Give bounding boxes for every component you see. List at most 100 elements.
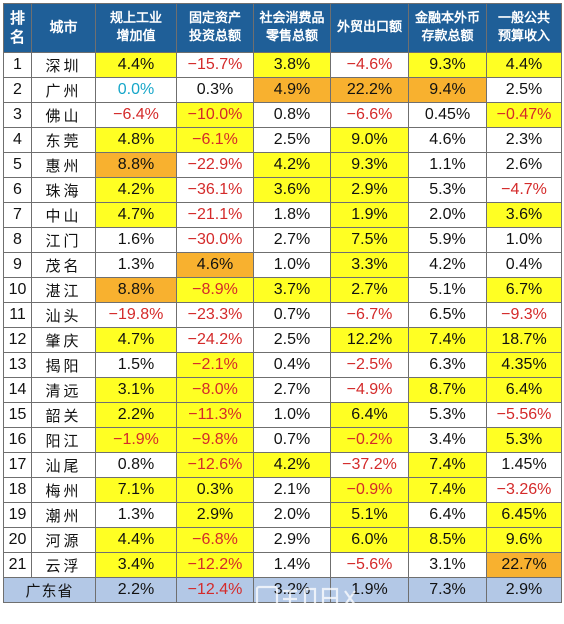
value-cell: 2.5% bbox=[253, 327, 331, 353]
value-cell: 4.6% bbox=[176, 252, 254, 278]
value-cell: 12.2% bbox=[330, 327, 409, 353]
rank-cell: 19 bbox=[3, 502, 32, 528]
value-cell: 1.0% bbox=[253, 402, 331, 428]
table-body: 1 深圳 4.4% −15.7% 3.8% −4.6% 9.3% 4.4% 2 广州 0.0% 0.3… bbox=[3, 52, 562, 603]
total-value-cell: 7.3% bbox=[408, 577, 487, 603]
value-cell: −37.2% bbox=[330, 452, 409, 478]
value-cell: 5.9% bbox=[408, 227, 487, 253]
value-cell: 7.1% bbox=[95, 477, 177, 503]
city-economic-indicators-table: 排名城市 规上工业 增加值 固定资产 投资总额 社会消费品 零售总额 外贸出口额 金融本外币 存款… bbox=[3, 3, 562, 603]
value-cell: 2.9% bbox=[176, 502, 254, 528]
value-cell: −2.1% bbox=[176, 352, 254, 378]
table-row: 7 中山 4.7% −21.1% 1.8% 1.9% 2.0% 3.6% bbox=[3, 202, 562, 228]
value-cell: 6.45% bbox=[486, 502, 562, 528]
value-cell: 3.7% bbox=[253, 277, 331, 303]
total-value-cell: −12.4% bbox=[176, 577, 254, 603]
indicator-column-header: 规上工业 增加值 bbox=[95, 3, 177, 53]
value-cell: 9.4% bbox=[408, 77, 487, 103]
value-cell: 7.4% bbox=[408, 452, 487, 478]
value-cell: −2.5% bbox=[330, 352, 409, 378]
data-table-container: 排名城市 规上工业 增加值 固定资产 投资总额 社会消费品 零售总额 外贸出口额 金融本外币 存款… bbox=[3, 3, 562, 621]
table-header: 排名城市 规上工业 增加值 固定资产 投资总额 社会消费品 零售总额 外贸出口额 金融本外币 存款… bbox=[3, 3, 562, 53]
city-cell: 阳江 bbox=[31, 427, 96, 453]
value-cell: 0.8% bbox=[253, 102, 331, 128]
value-cell: 4.7% bbox=[95, 327, 177, 353]
value-cell: 4.7% bbox=[95, 202, 177, 228]
value-cell: −3.26% bbox=[486, 477, 562, 503]
table-row: 20 河源 4.4% −6.8% 2.9% 6.0% 8.5% 9.6% bbox=[3, 527, 562, 553]
city-cell: 珠海 bbox=[31, 177, 96, 203]
value-cell: 22.2% bbox=[330, 77, 409, 103]
city-column-header: 城市 bbox=[31, 3, 96, 53]
value-cell: 2.7% bbox=[253, 377, 331, 403]
province-name-cell: 广东省 bbox=[3, 577, 96, 603]
value-cell: 1.6% bbox=[95, 227, 177, 253]
header-label-line: 一般公共 bbox=[497, 11, 550, 26]
value-cell: 1.0% bbox=[486, 227, 562, 253]
indicator-column-header: 社会消费品 零售总额 bbox=[253, 3, 331, 53]
city-cell: 清远 bbox=[31, 377, 96, 403]
value-cell: 3.6% bbox=[253, 177, 331, 203]
header-row: 排名城市 规上工业 增加值 固定资产 投资总额 社会消费品 零售总额 外贸出口额 金融本外币 存款… bbox=[3, 3, 562, 53]
value-cell: 2.2% bbox=[95, 402, 177, 428]
value-cell: 2.3% bbox=[486, 127, 562, 153]
value-cell: 0.0% bbox=[95, 77, 177, 103]
value-cell: 4.2% bbox=[253, 452, 331, 478]
header-label-line: 金融本外币 bbox=[414, 11, 480, 26]
value-cell: 22.7% bbox=[486, 552, 562, 578]
city-cell: 广州 bbox=[31, 77, 96, 103]
header-label-line: 零售总额 bbox=[265, 29, 318, 44]
city-cell: 汕尾 bbox=[31, 452, 96, 478]
table-row: 8 江门 1.6% −30.0% 2.7% 7.5% 5.9% 1.0% bbox=[3, 227, 562, 253]
value-cell: 1.45% bbox=[486, 452, 562, 478]
value-cell: 6.7% bbox=[486, 277, 562, 303]
value-cell: 2.7% bbox=[330, 277, 409, 303]
value-cell: −12.2% bbox=[176, 552, 254, 578]
table-row: 19 潮州 1.3% 2.9% 2.0% 5.1% 6.4% 6.45% bbox=[3, 502, 562, 528]
table-row: 4 东莞 4.8% −6.1% 2.5% 9.0% 4.6% 2.3% bbox=[3, 127, 562, 153]
rank-cell: 21 bbox=[3, 552, 32, 578]
value-cell: 7.4% bbox=[408, 477, 487, 503]
value-cell: −11.3% bbox=[176, 402, 254, 428]
city-cell: 云浮 bbox=[31, 552, 96, 578]
city-cell: 湛江 bbox=[31, 277, 96, 303]
header-label-line: 投资总额 bbox=[188, 29, 241, 44]
value-cell: 9.0% bbox=[330, 127, 409, 153]
value-cell: 4.2% bbox=[95, 177, 177, 203]
table-row: 16 阳江 −1.9% −9.8% 0.7% −0.2% 3.4% 5.3% bbox=[3, 427, 562, 453]
value-cell: −8.0% bbox=[176, 377, 254, 403]
total-value-cell: 3.2% bbox=[253, 577, 331, 603]
city-cell: 揭阳 bbox=[31, 352, 96, 378]
header-label-line: 存款总额 bbox=[421, 29, 474, 44]
value-cell: 18.7% bbox=[486, 327, 562, 353]
value-cell: 6.3% bbox=[408, 352, 487, 378]
value-cell: 0.7% bbox=[253, 427, 331, 453]
value-cell: 2.0% bbox=[253, 502, 331, 528]
value-cell: 4.9% bbox=[253, 77, 331, 103]
value-cell: 3.4% bbox=[408, 427, 487, 453]
header-label-line: 规上工业 bbox=[109, 11, 162, 26]
rank-cell: 5 bbox=[3, 152, 32, 178]
table-row: 2 广州 0.0% 0.3% 4.9% 22.2% 9.4% 2.5% bbox=[3, 77, 562, 103]
value-cell: −15.7% bbox=[176, 52, 254, 78]
value-cell: −6.6% bbox=[330, 102, 409, 128]
value-cell: 2.9% bbox=[330, 177, 409, 203]
value-cell: −19.8% bbox=[95, 302, 177, 328]
value-cell: −6.1% bbox=[176, 127, 254, 153]
header-label-line: 社会消费品 bbox=[259, 11, 325, 26]
table-row: 17 汕尾 0.8% −12.6% 4.2% −37.2% 7.4% 1.45% bbox=[3, 452, 562, 478]
city-cell: 韶关 bbox=[31, 402, 96, 428]
indicator-column-header: 金融本外币 存款总额 bbox=[408, 3, 487, 53]
indicator-column-header: 一般公共 预算收入 bbox=[486, 3, 562, 53]
value-cell: 0.45% bbox=[408, 102, 487, 128]
value-cell: 3.1% bbox=[95, 377, 177, 403]
value-cell: −6.7% bbox=[330, 302, 409, 328]
rank-cell: 12 bbox=[3, 327, 32, 353]
value-cell: 0.7% bbox=[253, 302, 331, 328]
value-cell: 9.3% bbox=[408, 52, 487, 78]
value-cell: 6.5% bbox=[408, 302, 487, 328]
rank-cell: 2 bbox=[3, 77, 32, 103]
value-cell: 4.2% bbox=[408, 252, 487, 278]
value-cell: −4.9% bbox=[330, 377, 409, 403]
value-cell: 3.8% bbox=[253, 52, 331, 78]
